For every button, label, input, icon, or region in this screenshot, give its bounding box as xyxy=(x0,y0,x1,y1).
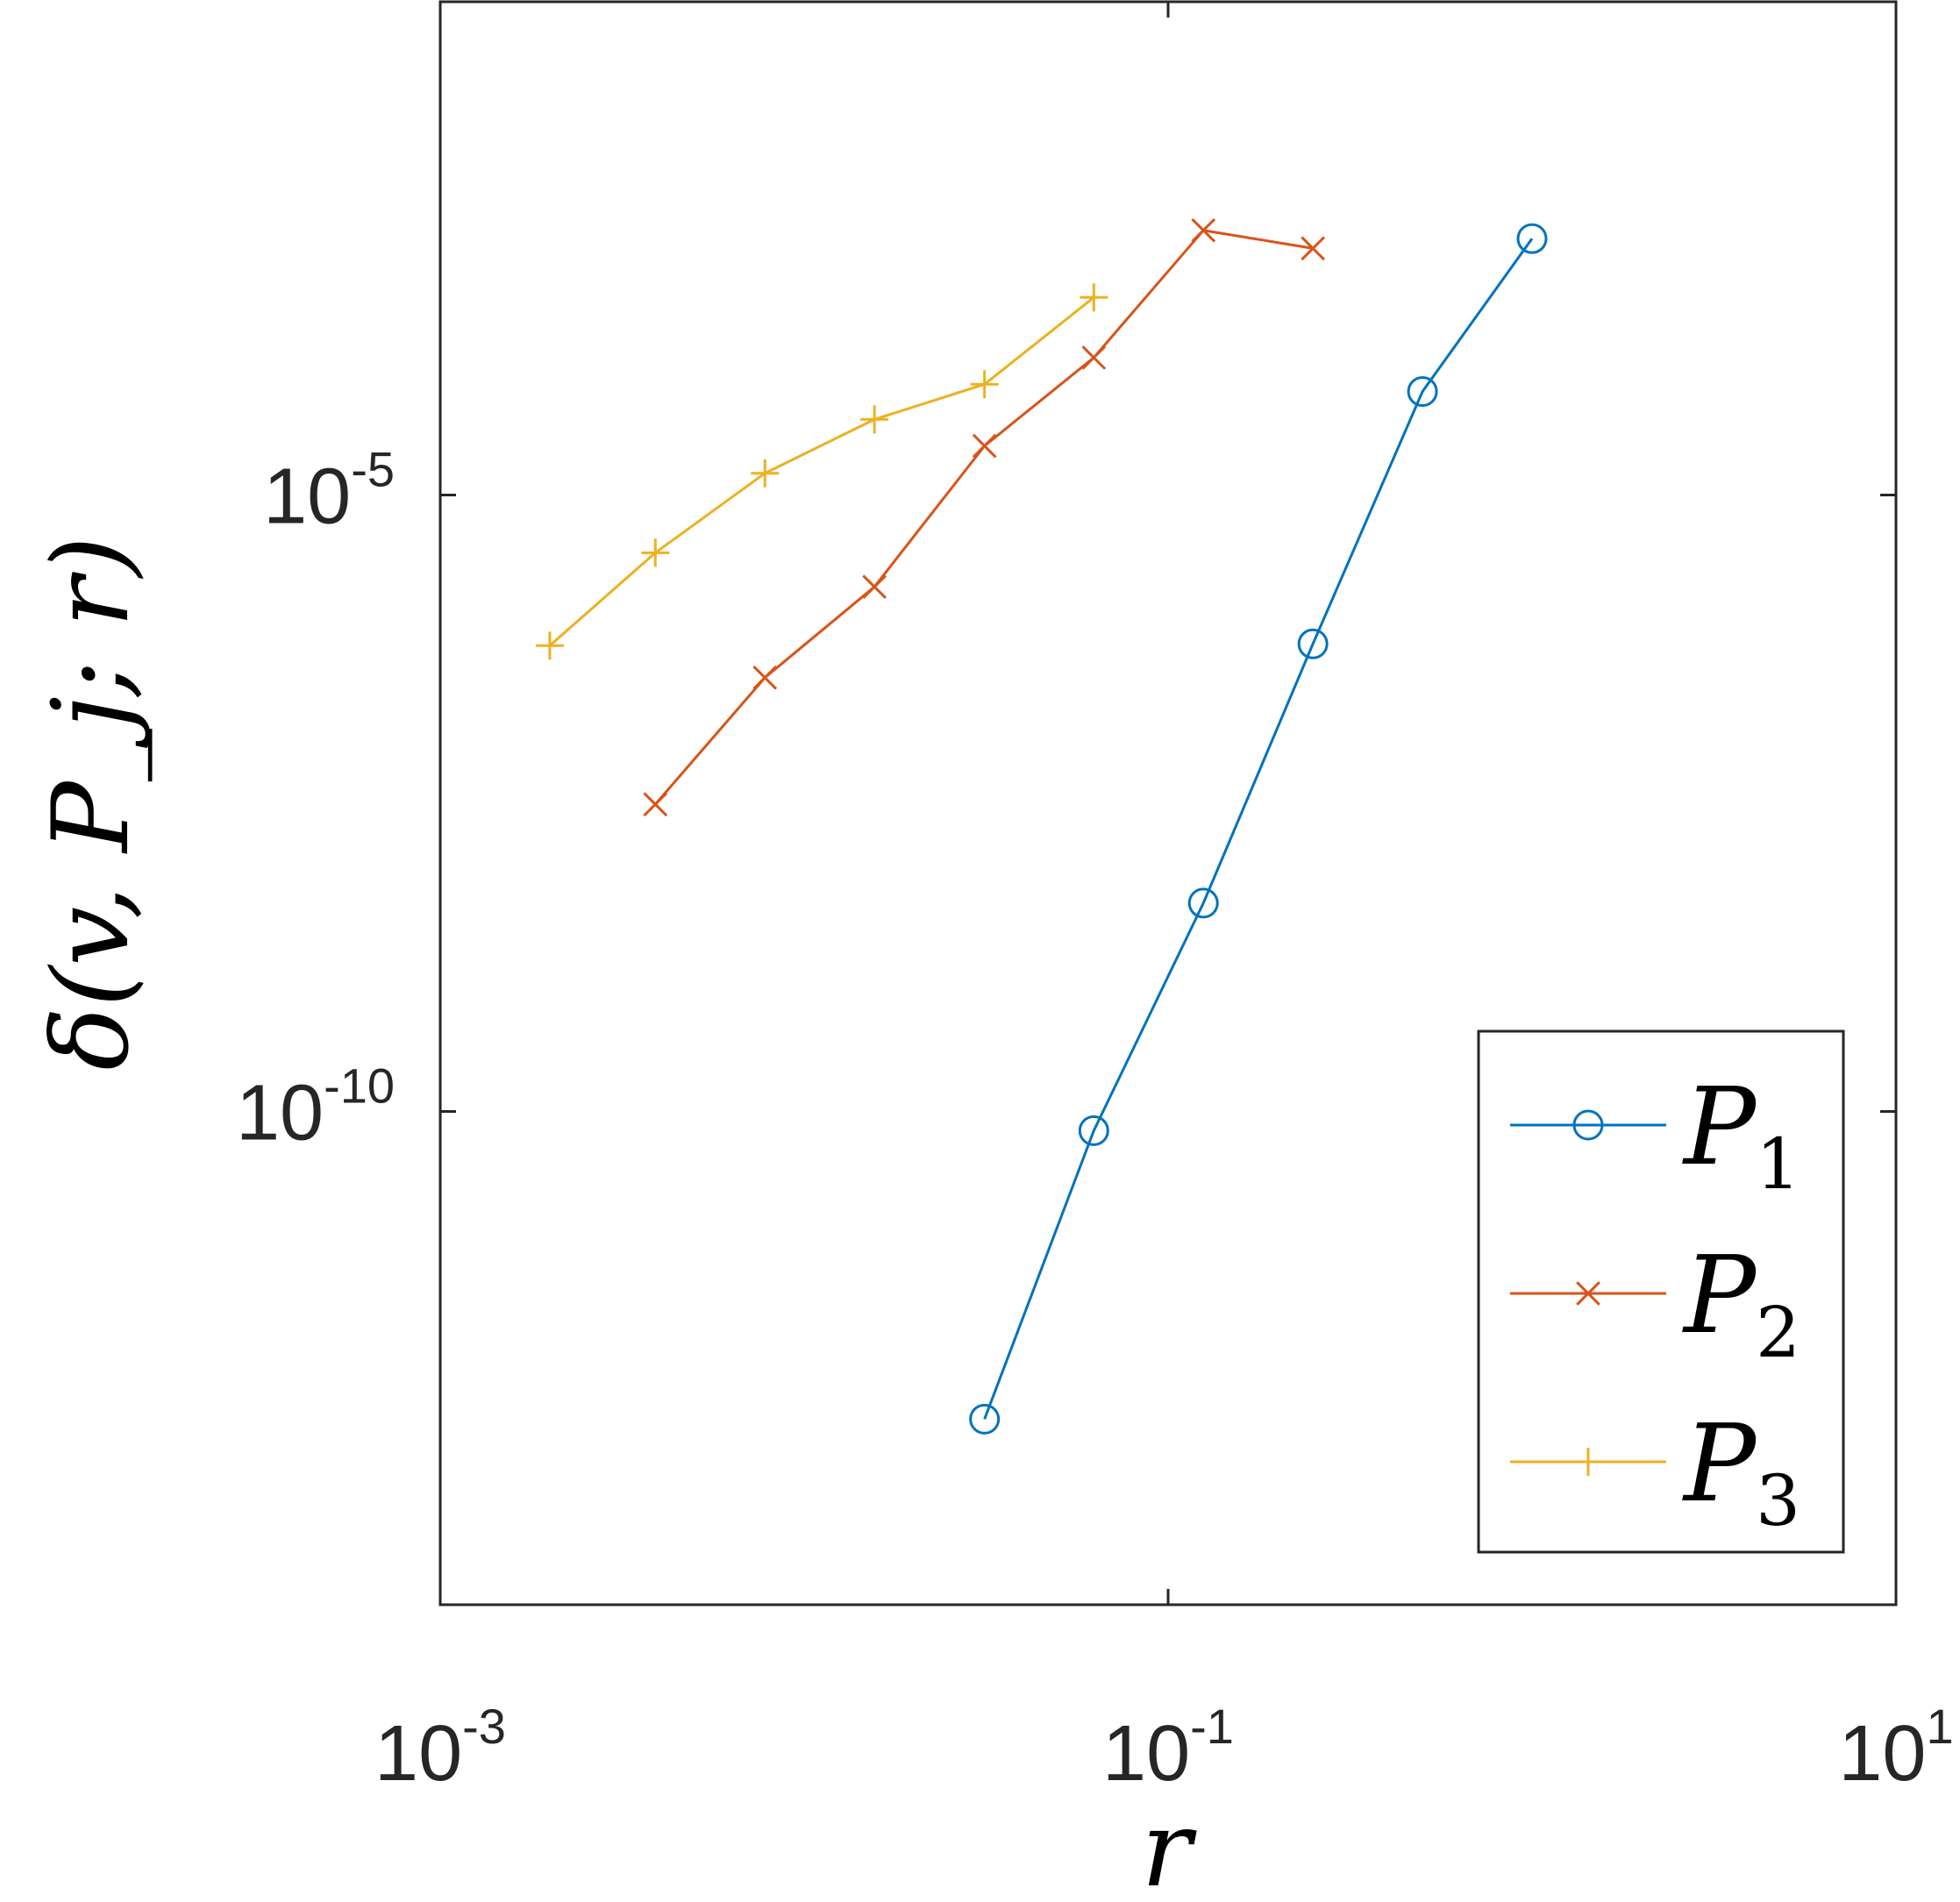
series-line-P3 xyxy=(548,296,1095,647)
plus-marker xyxy=(970,370,999,399)
plus-marker xyxy=(860,405,889,434)
plus-marker xyxy=(535,631,564,660)
series-line-P1 xyxy=(983,238,1534,1420)
x-axis-label: r xyxy=(1141,1789,1197,1902)
x-marker-stroke xyxy=(1191,217,1216,243)
x-marker xyxy=(862,574,887,600)
circle-marker xyxy=(969,1403,1001,1435)
legend-item-P3: P3 xyxy=(1510,1401,1800,1542)
x-tick-label-base: 10 xyxy=(1838,1710,1926,1798)
plus-marker xyxy=(641,538,670,567)
x-marker xyxy=(972,433,997,459)
x-tick-label-base: 10 xyxy=(1102,1710,1190,1798)
y-tick-label-base: 10 xyxy=(263,452,351,540)
circle-marker xyxy=(1078,1115,1109,1146)
series-layer xyxy=(535,217,1548,1435)
plus-marker xyxy=(1080,283,1108,312)
circle-marker xyxy=(1187,887,1219,919)
x-marker xyxy=(1576,1281,1600,1306)
x-marker-stroke xyxy=(1081,345,1107,370)
x-marker-stroke xyxy=(1301,236,1326,261)
x-marker xyxy=(752,665,778,690)
x-marker-stroke xyxy=(643,792,668,817)
x-tick-label-exponent: 1 xyxy=(1926,1699,1953,1754)
y-tick-label-exponent: -5 xyxy=(351,441,395,496)
legend-item-P2: P2 xyxy=(1510,1233,1800,1373)
x-marker-stroke xyxy=(1576,1281,1600,1306)
legend-label: P3 xyxy=(1682,1401,1800,1542)
y-tick-label-exponent: -10 xyxy=(324,1058,395,1114)
x-marker xyxy=(1191,217,1216,243)
y-tick-label: 10-10 xyxy=(236,1058,395,1158)
legend-label-base: P xyxy=(1682,1233,1757,1357)
legend-label-subscript: 2 xyxy=(1756,1292,1800,1373)
x-tick-label: 10-1 xyxy=(1102,1699,1234,1798)
series-P1 xyxy=(969,223,1548,1435)
legend-label-base: P xyxy=(1682,1065,1757,1189)
legend-label-subscript: 1 xyxy=(1756,1123,1800,1205)
x-marker-stroke xyxy=(972,433,997,459)
legend-label-subscript: 3 xyxy=(1756,1460,1800,1542)
x-tick-label: 10-3 xyxy=(374,1699,506,1798)
plus-marker xyxy=(1574,1448,1602,1476)
circle-marker xyxy=(1572,1109,1604,1141)
plus-marker xyxy=(751,459,780,488)
y-axis-label-text: δ(v, P_j; r) xyxy=(31,536,153,1071)
legend-item-P1: P1 xyxy=(1510,1065,1800,1205)
y-tick-label: 10-5 xyxy=(263,441,395,540)
circle-marker xyxy=(1407,376,1438,408)
legend-label: P1 xyxy=(1682,1065,1800,1205)
legend-label: P2 xyxy=(1682,1233,1800,1373)
x-tick-label-exponent: -3 xyxy=(462,1699,506,1754)
legend-label-base: P xyxy=(1682,1401,1757,1526)
x-marker xyxy=(1301,236,1326,261)
circle-marker xyxy=(1516,223,1548,254)
x-marker xyxy=(643,792,668,817)
x-tick-label-base: 10 xyxy=(374,1710,462,1798)
x-marker xyxy=(1081,345,1107,370)
y-axis-label: δ(v, P_j; r) xyxy=(31,536,153,1071)
x-marker-stroke xyxy=(862,574,887,600)
series-P3 xyxy=(535,283,1108,660)
legend-box xyxy=(1477,1029,1845,1554)
x-marker-stroke xyxy=(752,665,778,690)
x-tick-label: 101 xyxy=(1838,1699,1953,1798)
y-tick-label-base: 10 xyxy=(236,1070,324,1158)
circle-marker xyxy=(1297,628,1329,659)
series-P2 xyxy=(643,217,1326,817)
x-tick-label-exponent: -1 xyxy=(1190,1699,1234,1754)
